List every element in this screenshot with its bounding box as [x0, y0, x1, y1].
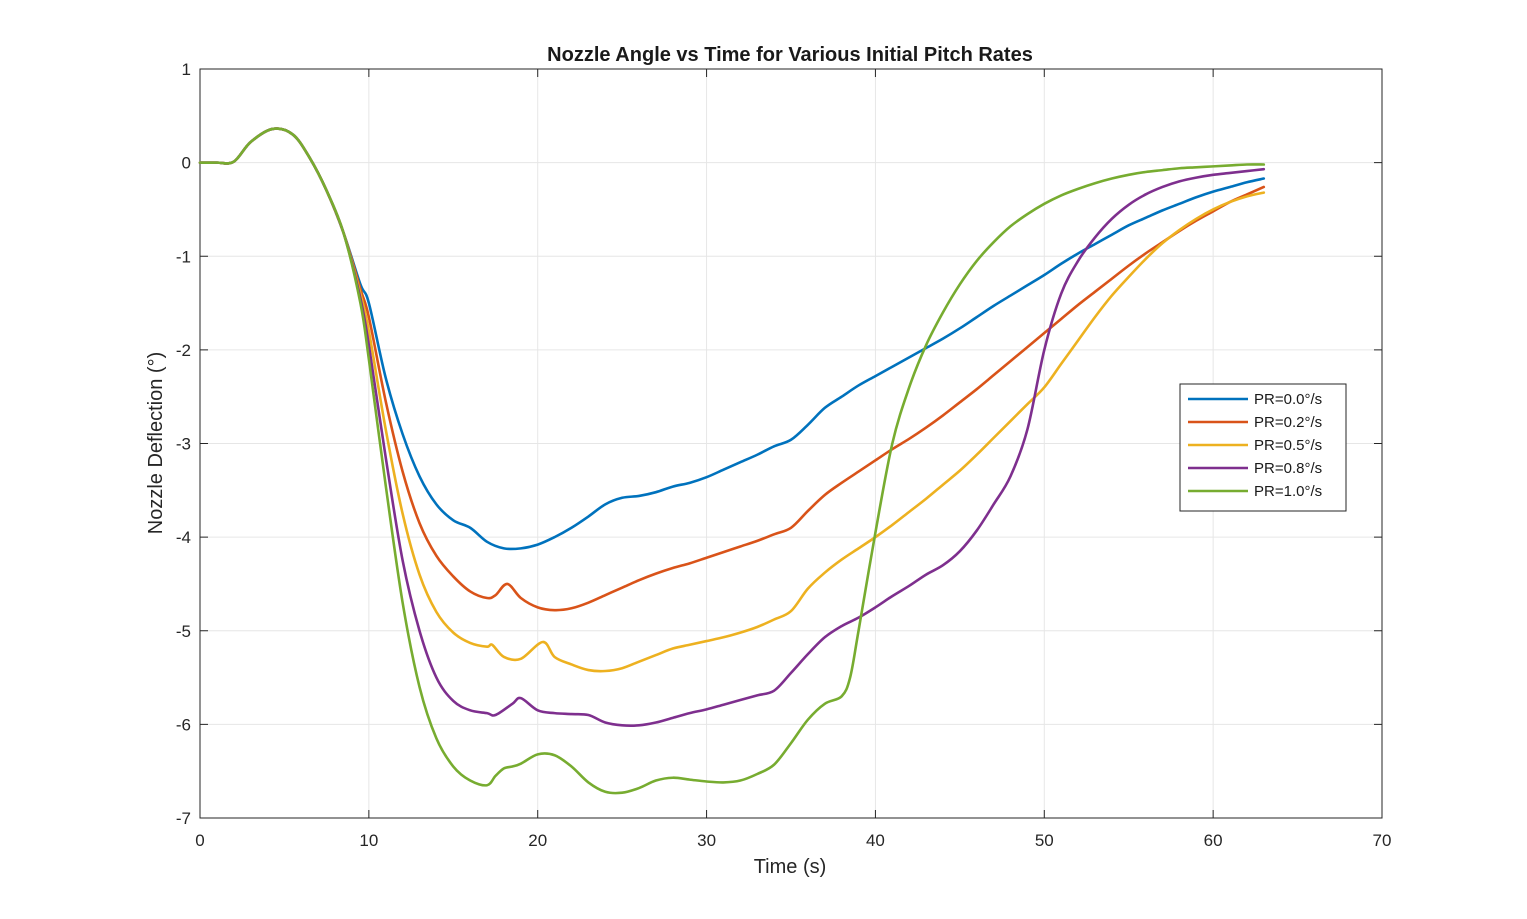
legend: PR=0.0°/s PR=0.2°/s PR=0.5°/s PR=0.8°/s PR=1…: [1179, 383, 1347, 512]
x-tick-label: 30: [697, 831, 716, 850]
y-axis-label: Nozzle Deflection (°): [145, 352, 167, 535]
y-tick-label: -7: [176, 809, 191, 828]
y-tick-label: 1: [182, 60, 191, 79]
y-tick-label: -4: [176, 528, 191, 547]
y-tick-label: -2: [176, 341, 191, 360]
x-tick-label: 60: [1204, 831, 1223, 850]
series-line-3: [198, 127, 1266, 673]
series-group: [198, 127, 1266, 795]
x-axis-label: Time (s): [754, 856, 827, 878]
chart-title: Nozzle Angle vs Time for Various Initial…: [547, 44, 1033, 66]
legend-label: PR=0.0°/s: [1254, 391, 1322, 408]
x-tick-label: 20: [528, 831, 547, 850]
y-tick-label: 0: [182, 154, 191, 173]
x-tick-label: 10: [359, 831, 378, 850]
y-tick-label: -3: [176, 435, 191, 454]
y-tick-label: -6: [176, 715, 191, 734]
x-tick-label: 50: [1035, 831, 1054, 850]
series-line-4: [198, 127, 1266, 727]
legend-label: PR=0.2°/s: [1254, 414, 1322, 431]
y-tick-label: -1: [176, 247, 191, 266]
x-tick-label: 40: [866, 831, 885, 850]
series-line-2: [198, 127, 1266, 612]
legend-label: PR=1.0°/s: [1254, 483, 1322, 500]
legend-label: PR=0.8°/s: [1254, 460, 1322, 477]
x-tick-label: 70: [1373, 831, 1392, 850]
series-line-5: [198, 127, 1266, 795]
legend-label: PR=0.5°/s: [1254, 437, 1322, 454]
x-tick-label: 0: [195, 831, 204, 850]
y-tick-label: -5: [176, 622, 191, 641]
